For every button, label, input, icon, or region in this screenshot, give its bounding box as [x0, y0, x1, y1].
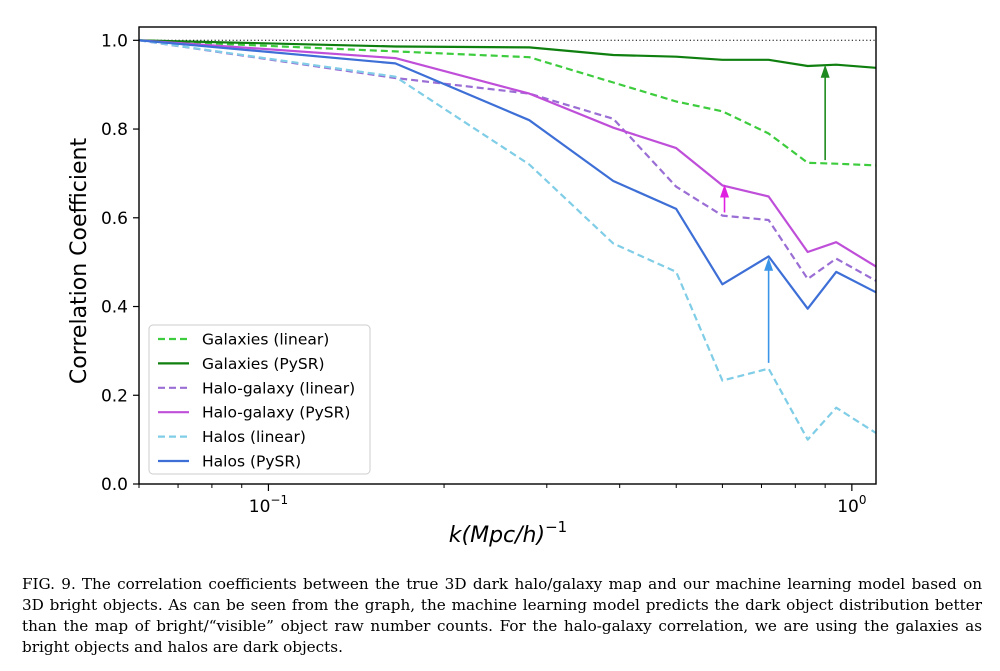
series-line-4 — [139, 39, 876, 441]
legend-item-4: Halos (linear) — [158, 428, 306, 446]
y-tick-label-3: 0.6 — [101, 209, 128, 229]
x-axis-label: k(Mpc/h)−1 — [449, 518, 567, 548]
legend-item-5: Halos (PySR) — [158, 453, 301, 471]
annotation-arrow-2 — [764, 257, 774, 363]
legend-label-1: Galaxies (PySR) — [202, 355, 325, 373]
legend-item-0: Galaxies (linear) — [158, 331, 329, 349]
series-line-3 — [139, 39, 876, 268]
caption-text: The correlation coefficients between the… — [22, 575, 983, 656]
legend-item-1: Galaxies (PySR) — [158, 355, 325, 373]
legend-label-4: Halos (linear) — [202, 428, 306, 446]
y-tick-label-2: 0.4 — [101, 298, 128, 318]
axis-ticks: 0.0 0.2 0.4 0.6 0.8 1.0 10−1 100 — [101, 31, 867, 517]
y-tick-label-1: 0.2 — [101, 386, 128, 406]
legend-label-0: Galaxies (linear) — [202, 331, 329, 349]
legend: Galaxies (linear) Galaxies (PySR) Halo-gal… — [148, 324, 371, 475]
x-axis-label-base: k(Mpc/h) — [449, 523, 545, 548]
annotation-arrow-0 — [820, 64, 830, 161]
legend-label-5: Halos (PySR) — [202, 453, 301, 471]
legend-box — [148, 324, 371, 475]
series-line-0 — [139, 39, 876, 167]
figure-caption: FIG. 9. The correlation coefficients betw… — [22, 574, 982, 658]
y-tick-label-5: 1.0 — [101, 31, 128, 51]
series-line-2 — [139, 39, 876, 282]
annotation-layer — [720, 64, 830, 363]
y-axis-label: Correlation Coefficient — [67, 138, 92, 385]
x-tick-label-1: 100 — [837, 493, 866, 517]
caption-label: FIG. 9. — [22, 575, 76, 593]
series-line-1 — [139, 39, 876, 69]
annotation-arrow-1 — [720, 184, 730, 213]
plot-frame — [138, 26, 877, 485]
legend-label-2: Halo-galaxy (linear) — [202, 379, 355, 397]
x-axis-label-exponent: −1 — [545, 518, 567, 536]
y-tick-label-4: 0.8 — [101, 120, 128, 140]
legend-item-2: Halo-galaxy (linear) — [158, 379, 355, 397]
legend-item-3: Halo-galaxy (PySR) — [158, 404, 350, 422]
correlation-chart: 0.0 0.2 0.4 0.6 0.8 1.0 10−1 100 Correlation Co… — [67, 26, 877, 548]
y-tick-label-0: 0.0 — [101, 475, 128, 495]
legend-label-3: Halo-galaxy (PySR) — [202, 404, 350, 422]
x-tick-label-0: 10−1 — [249, 493, 288, 517]
series-line-5 — [139, 39, 876, 310]
series-layer — [139, 39, 876, 441]
